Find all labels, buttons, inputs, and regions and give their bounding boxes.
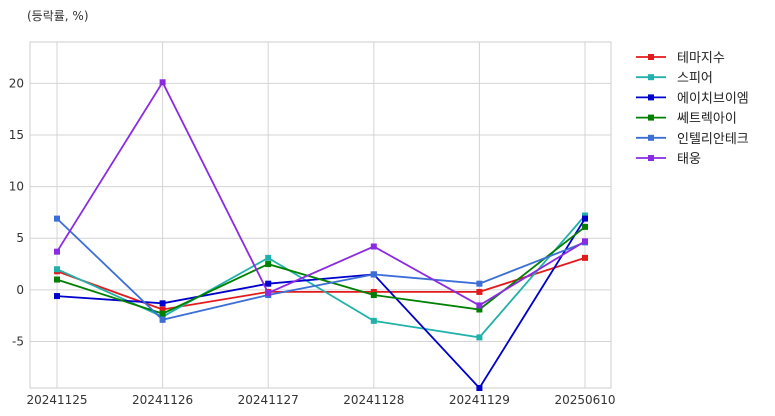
y-tick-label: 15 [9,128,24,142]
data-point [370,288,377,295]
data-point [582,215,588,222]
legend-item: 스피어 [636,71,713,86]
data-point [476,385,483,391]
data-point [54,248,60,255]
legend-marker [648,134,654,141]
data-point [582,254,588,261]
series-태웅 [54,79,588,309]
legend-label: 테마지수 [677,51,725,66]
series-line [56,80,586,307]
data-point [582,212,588,219]
legend-item: 태웅 [636,152,701,167]
y-tick-label: 0 [16,283,24,297]
y-tick-labels: -5 0 5 10 15 20 [9,76,24,348]
y-tick-label: -5 [12,335,24,349]
data-point [476,288,483,295]
data-point [159,310,166,317]
data-point [159,79,166,86]
data-point [370,317,377,324]
data-point [159,316,166,323]
x-tick-label: 20250610 [554,393,615,407]
series-line [56,217,586,321]
legend-marker [648,54,654,60]
data-point [370,271,377,278]
data-point [582,223,588,230]
plot-area [29,41,612,389]
y-axis-label: (등락률, %) [27,9,89,23]
x-tick-label: 20241128 [343,393,404,407]
data-point [476,280,483,287]
data-point [370,243,377,250]
data-point [265,254,272,261]
data-point [54,266,60,273]
legend-item: 쎄트렉아이 [636,112,737,127]
data-point [265,261,272,268]
legend-marker [648,114,654,121]
legend-marker [648,94,654,101]
data-point [582,238,588,245]
y-tick-label: 20 [9,76,24,90]
y-tick-label: 5 [16,231,24,245]
x-tick-labels: 20241125 20241126 20241127 20241128 20241129… [26,393,615,407]
data-point [476,306,483,313]
legend-label: 에이치브이엠 [677,91,749,106]
data-point [54,215,60,222]
legend-item: 테마지수 [636,51,725,66]
legend-item: 인텔리안테크 [636,132,749,147]
data-point [54,276,60,283]
legend-label: 태웅 [677,152,701,167]
legend-label: 쎄트렉아이 [677,112,737,127]
x-tick-label: 20241129 [449,393,510,407]
legend-item: 에이치브이엠 [636,91,749,106]
x-tick-label: 20241127 [238,393,299,407]
legend-label: 인텔리안테크 [677,132,749,147]
data-point [265,280,272,287]
grid-lines [30,42,611,388]
data-point [370,292,377,299]
data-point [159,306,166,313]
legend-label: 스피어 [677,71,713,86]
legend-marker [648,155,654,161]
x-tick-label: 20241126 [132,393,193,407]
data-point [476,334,483,341]
data-point [265,289,272,296]
legend-marker [648,74,654,81]
data-point [476,302,483,309]
data-point [54,293,60,300]
series-lines [54,79,588,391]
data-point [159,313,166,320]
data-point [159,300,166,307]
x-tick-label: 20241125 [26,393,87,407]
y-tick-label: 10 [9,180,24,194]
